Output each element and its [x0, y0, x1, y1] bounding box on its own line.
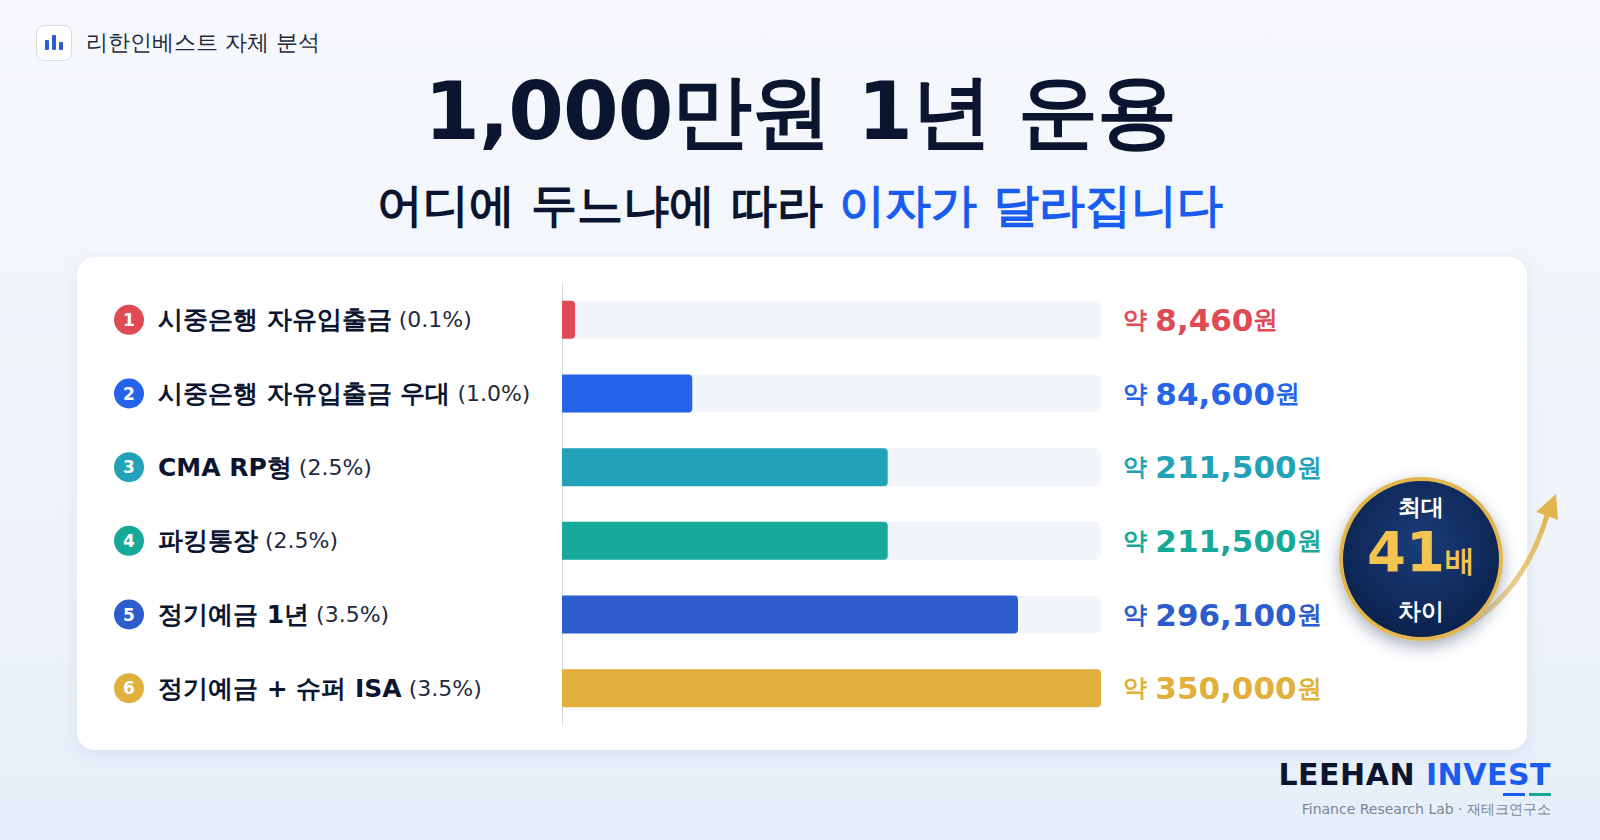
html-text:차이: 차이 [1398, 598, 1444, 624]
svg-text:원: 원 [1297, 453, 1322, 482]
html-text:Finance Research Lab · 재테크연구소: Finance Research Lab · 재테크연구소 [1301, 801, 1551, 817]
svg-text:CMA RP형: CMA RP형 [158, 453, 292, 482]
svg-text:3: 3 [123, 457, 135, 477]
html-text:1,000만원 1년 운용: 1,000만원 1년 운용 [424, 65, 1176, 158]
svg-text:(3.5%): (3.5%) [309, 602, 389, 627]
html-text:LEEHAN INVEST: LEEHAN INVEST [1278, 757, 1551, 792]
svg-text:정기예금 + 슈퍼 ISA: 정기예금 + 슈퍼 ISA [158, 674, 402, 703]
svg-text:2: 2 [123, 384, 135, 404]
svg-text:296,100: 296,100 [1155, 597, 1296, 633]
html-text:최대: 최대 [1398, 494, 1444, 520]
svg-text:약: 약 [1123, 601, 1155, 629]
svg-text:원: 원 [1297, 526, 1322, 555]
svg-text:정기예금 1년: 정기예금 1년 [158, 600, 309, 629]
svg-text:파킹통장: 파킹통장 [158, 526, 258, 555]
svg-text:(1.0%): (1.0%) [450, 381, 530, 406]
svg-text:1: 1 [123, 310, 135, 330]
svg-text:211,500: 211,500 [1155, 523, 1296, 559]
html-text:41배: 41배 [1367, 519, 1475, 584]
svg-text:약: 약 [1123, 674, 1155, 702]
svg-text:5: 5 [123, 605, 135, 625]
svg-text:원: 원 [1297, 600, 1322, 629]
svg-text:원: 원 [1297, 674, 1322, 703]
svg-text:약: 약 [1123, 453, 1155, 481]
svg-text:211,500: 211,500 [1155, 449, 1296, 485]
svg-text:(0.1%): (0.1%) [392, 307, 472, 332]
svg-text:원: 원 [1253, 305, 1278, 334]
svg-text:약: 약 [1123, 380, 1155, 408]
svg-text:(3.5%): (3.5%) [402, 676, 482, 701]
svg-text:시중은행 자유입출금 우대: 시중은행 자유입출금 우대 [158, 379, 450, 408]
svg-text:(2.5%): (2.5%) [258, 528, 338, 553]
html-text:리한인베스트 자체 분석: 리한인베스트 자체 분석 [86, 30, 320, 55]
svg-text:350,000: 350,000 [1155, 670, 1296, 706]
svg-text:원: 원 [1275, 379, 1300, 408]
svg-text:약: 약 [1123, 527, 1155, 555]
svg-text:6: 6 [123, 678, 135, 698]
svg-text:8,460: 8,460 [1155, 302, 1253, 338]
html-text:어디에 두느냐에 따라이자가 달라집니다: 어디에 두느냐에 따라이자가 달라집니다 [377, 178, 1223, 232]
svg-text:시중은행 자유입출금: 시중은행 자유입출금 [158, 305, 392, 334]
svg-text:약: 약 [1123, 306, 1155, 334]
svg-text:(2.5%): (2.5%) [292, 455, 372, 480]
svg-text:4: 4 [123, 531, 135, 551]
svg-text:84,600: 84,600 [1155, 376, 1275, 412]
